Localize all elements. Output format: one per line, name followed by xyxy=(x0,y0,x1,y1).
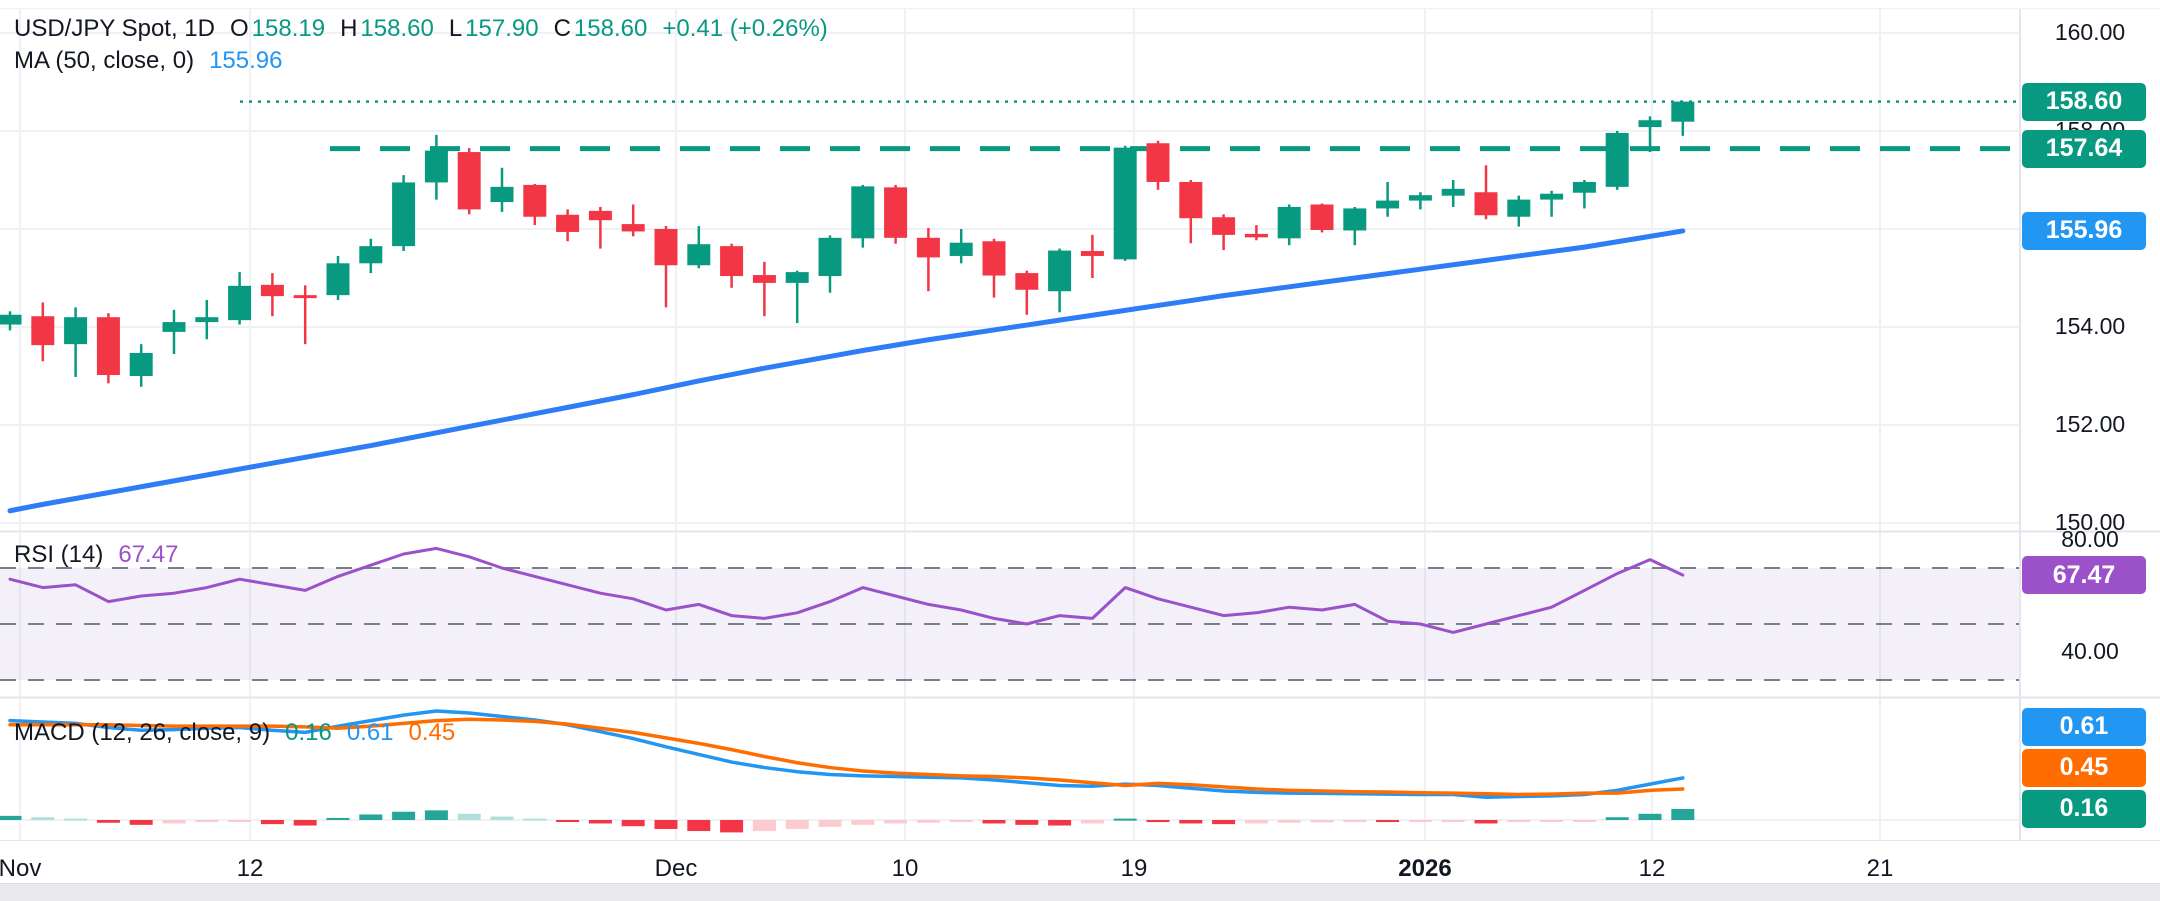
price-badge-0.45[interactable]: 0.45 xyxy=(2022,748,2146,787)
rsi-value: 67.47 xyxy=(118,541,179,568)
time-tick-Dec: Dec xyxy=(654,855,698,882)
macd-label: MACD (12, 26, close, 9) xyxy=(14,719,271,746)
ma-value: 155.96 xyxy=(209,47,283,74)
ma-legend-row[interactable]: MA (50, close, 0) 155.96 xyxy=(14,47,283,74)
price-badge-157.64[interactable]: 157.64 xyxy=(2022,129,2146,168)
time-tick-10: 10 xyxy=(891,855,919,882)
ma-label: MA (50, close, 0) xyxy=(14,47,195,74)
macd-hist-value: 0.16 xyxy=(285,719,332,746)
close-label: C xyxy=(553,15,571,42)
time-tick-Nov: Nov xyxy=(0,855,42,882)
macd-line-value: 0.61 xyxy=(346,719,394,746)
time-tick-12: 12 xyxy=(236,855,264,882)
rsi-label: RSI (14) xyxy=(14,541,104,568)
high-value: 158.60 xyxy=(360,15,434,42)
close-value: 158.60 xyxy=(573,15,648,42)
bottom-strip xyxy=(0,883,2160,901)
low-value: 157.90 xyxy=(465,15,539,42)
symbol-title: USD/JPY Spot, 1D xyxy=(14,15,215,42)
price-badge-0.16[interactable]: 0.16 xyxy=(2022,789,2146,828)
ohlc-close: C 158.60 xyxy=(553,15,648,42)
price-badge-155.96[interactable]: 155.96 xyxy=(2022,211,2146,250)
price-badge-0.61[interactable]: 0.61 xyxy=(2022,707,2146,746)
axis-label-80.00: 80.00 xyxy=(2061,526,2119,552)
price-badge-67.47[interactable]: 67.47 xyxy=(2022,556,2146,595)
ohlc-high: H 158.60 xyxy=(340,15,434,42)
rsi-legend-row[interactable]: RSI (14) 67.47 xyxy=(14,541,179,568)
open-value: 158.19 xyxy=(251,15,326,42)
axis-label-40.00: 40.00 xyxy=(2061,638,2119,664)
macd-legend-row[interactable]: MACD (12, 26, close, 9) 0.16 0.61 0.45 xyxy=(14,719,456,746)
open-label: O xyxy=(229,15,249,42)
axis-label-160.00: 160.00 xyxy=(2054,19,2126,45)
axis-label-154.00: 154.00 xyxy=(2054,313,2126,339)
ohlc-open: O 158.19 xyxy=(229,15,326,42)
price-badge-158.60[interactable]: 158.60 xyxy=(2022,82,2146,121)
symbol-legend-row[interactable]: USD/JPY Spot, 1D O 158.19 H 158.60 L 157.90… xyxy=(14,15,828,42)
time-tick-2026: 2026 xyxy=(1398,855,1452,882)
time-tick-19: 19 xyxy=(1120,855,1148,882)
ohlc-low: L 157.90 xyxy=(448,15,539,42)
time-tick-21: 21 xyxy=(1866,855,1894,882)
change-value: +0.41 (+0.26%) xyxy=(662,15,828,42)
low-label: L xyxy=(448,15,463,42)
macd-signal-value: 0.45 xyxy=(408,719,456,746)
axis-label-152.00: 152.00 xyxy=(2054,411,2126,437)
high-label: H xyxy=(340,15,358,42)
time-axis[interactable] xyxy=(0,841,2160,883)
time-tick-12: 12 xyxy=(1638,855,1666,882)
axis-label-150.00: 150.00 xyxy=(2054,509,2126,535)
